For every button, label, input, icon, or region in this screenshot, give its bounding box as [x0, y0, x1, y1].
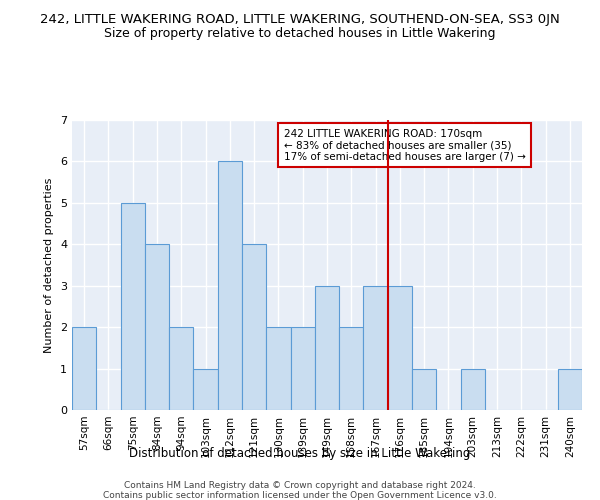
Bar [461, 368, 485, 410]
Bar [266, 327, 290, 410]
Bar [364, 286, 388, 410]
Bar [121, 203, 145, 410]
Bar [145, 244, 169, 410]
Bar [169, 327, 193, 410]
Bar [290, 327, 315, 410]
Text: 242 LITTLE WAKERING ROAD: 170sqm
← 83% of detached houses are smaller (35)
17% o: 242 LITTLE WAKERING ROAD: 170sqm ← 83% o… [284, 128, 526, 162]
Text: 242, LITTLE WAKERING ROAD, LITTLE WAKERING, SOUTHEND-ON-SEA, SS3 0JN: 242, LITTLE WAKERING ROAD, LITTLE WAKERI… [40, 12, 560, 26]
Text: Contains HM Land Registry data © Crown copyright and database right 2024.: Contains HM Land Registry data © Crown c… [124, 481, 476, 490]
Text: Size of property relative to detached houses in Little Wakering: Size of property relative to detached ho… [104, 28, 496, 40]
Bar [72, 327, 96, 410]
Bar [315, 286, 339, 410]
Bar [388, 286, 412, 410]
Bar [242, 244, 266, 410]
Bar [412, 368, 436, 410]
Text: Distribution of detached houses by size in Little Wakering: Distribution of detached houses by size … [130, 448, 470, 460]
Bar [339, 327, 364, 410]
Y-axis label: Number of detached properties: Number of detached properties [44, 178, 55, 352]
Bar [218, 162, 242, 410]
Bar [558, 368, 582, 410]
Bar [193, 368, 218, 410]
Text: Contains public sector information licensed under the Open Government Licence v3: Contains public sector information licen… [103, 491, 497, 500]
